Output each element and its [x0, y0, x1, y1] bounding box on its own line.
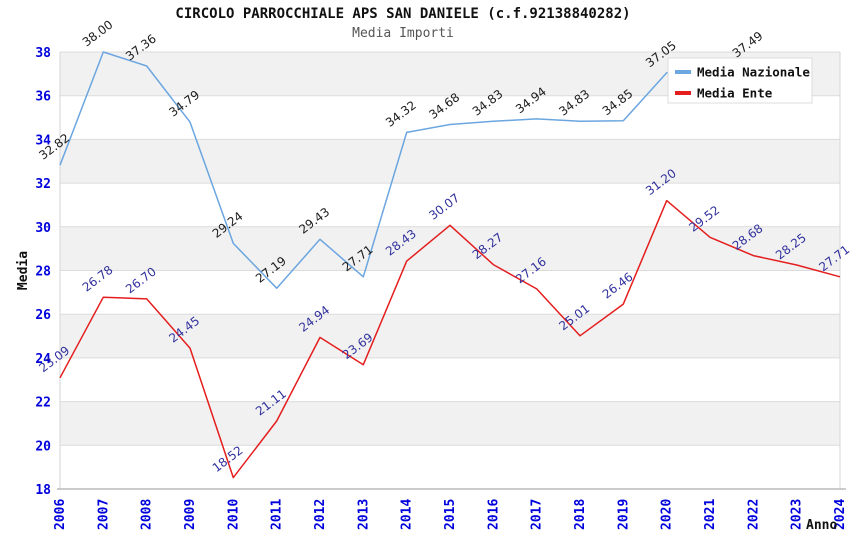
- x-tick-label: 2019: [616, 499, 631, 530]
- legend-box: [667, 57, 813, 104]
- data-label: 34.32: [383, 98, 419, 130]
- data-label: 23.09: [36, 343, 72, 375]
- legend-label: Media Nazionale: [697, 65, 810, 80]
- x-tick-label: 2023: [790, 499, 805, 530]
- y-tick-label: 24: [35, 352, 51, 367]
- y-tick-label: 38: [35, 46, 51, 61]
- plot-band: [60, 139, 840, 184]
- x-tick-label: 2008: [140, 499, 155, 530]
- x-tick-label: 2024: [833, 499, 848, 530]
- x-tick-label: 2009: [183, 499, 198, 530]
- x-tick-label: 2017: [530, 499, 545, 530]
- x-tick-label: 2018: [573, 499, 588, 530]
- x-tick-label: 2021: [703, 499, 718, 530]
- x-tick-label: 2012: [313, 499, 328, 530]
- x-tick-label: 2006: [53, 499, 68, 530]
- chart-subtitle: Media Importi: [352, 26, 454, 41]
- chart-title: CIRCOLO PARROCCHIALE APS SAN DANIELE (c.…: [175, 6, 631, 22]
- y-tick-label: 34: [35, 133, 51, 148]
- x-tick-label: 2011: [270, 499, 285, 530]
- y-tick-label: 26: [35, 308, 51, 323]
- data-label: 30.07: [426, 191, 462, 223]
- y-tick-label: 20: [35, 439, 51, 454]
- series-line-media-nazionale: [59, 51, 754, 289]
- plot-band: [60, 401, 840, 446]
- x-tick-label: 2016: [486, 499, 501, 530]
- x-tick-label: 2007: [96, 499, 111, 530]
- data-label: 26.46: [600, 270, 636, 302]
- x-tick-label: 2020: [660, 499, 675, 530]
- legend-label: Media Ente: [697, 86, 773, 101]
- y-tick-label: 32: [35, 177, 51, 192]
- y-tick-label: 28: [35, 265, 51, 280]
- y-tick-label: 18: [35, 483, 51, 498]
- y-tick-label: 22: [35, 396, 51, 411]
- plot-band: [60, 314, 840, 358]
- x-tick-label: 2022: [746, 499, 761, 530]
- x-axis-title: Anno: [806, 518, 837, 533]
- x-tick-label: 2014: [400, 499, 415, 530]
- y-axis-title: Media: [16, 251, 31, 290]
- y-tick-label: 30: [35, 221, 51, 236]
- plot-band: [60, 226, 840, 271]
- y-tick-label: 36: [35, 90, 51, 105]
- x-tick-label: 2013: [356, 499, 371, 530]
- series-line-media-ente: [59, 199, 841, 479]
- data-label: 18.52: [210, 443, 246, 475]
- x-tick-label: 2015: [443, 499, 458, 530]
- x-tick-label: 2010: [226, 499, 241, 530]
